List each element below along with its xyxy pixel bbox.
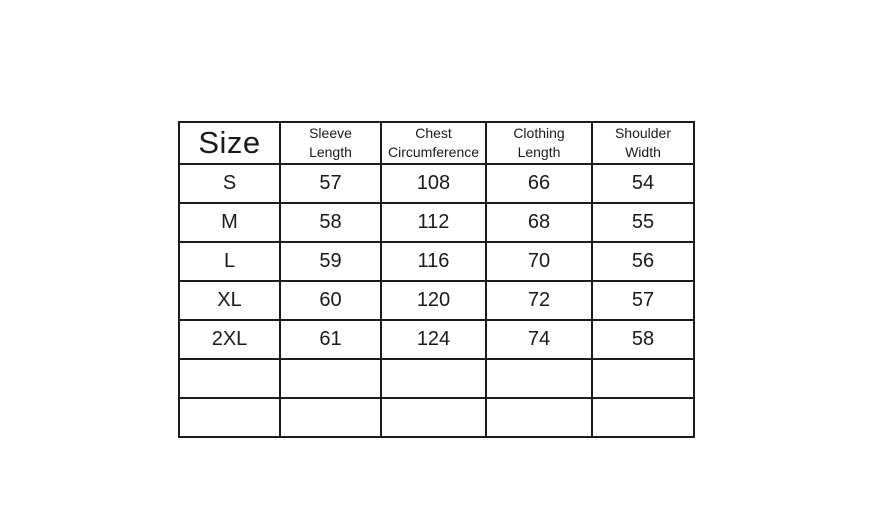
cell-clothing-length: [485, 358, 593, 399]
cell-size: M: [178, 202, 281, 243]
cell-clothing-length: 70: [485, 241, 593, 282]
cell-clothing-length: 66: [485, 163, 593, 204]
column-header-shoulder-width: Shoulder Width: [591, 121, 695, 165]
cell-shoulder-width: [591, 397, 695, 438]
table-row-l: L 59 116 70 56: [178, 241, 695, 282]
cell-clothing-length: 74: [485, 319, 593, 360]
cell-clothing-length: 68: [485, 202, 593, 243]
table-row-m: M 58 112 68 55: [178, 202, 695, 243]
cell-chest-circumference: 108: [380, 163, 487, 204]
cell-shoulder-width: 58: [591, 319, 695, 360]
cell-clothing-length: [485, 397, 593, 438]
cell-sleeve-length: 59: [279, 241, 382, 282]
column-header-size: Size: [178, 121, 281, 165]
cell-chest-circumference: 112: [380, 202, 487, 243]
cell-size: [178, 358, 281, 399]
cell-chest-circumference: 124: [380, 319, 487, 360]
table-row-empty-2: [178, 397, 695, 438]
cell-shoulder-width: 55: [591, 202, 695, 243]
cell-size: 2XL: [178, 319, 281, 360]
cell-size: L: [178, 241, 281, 282]
cell-sleeve-length: 57: [279, 163, 382, 204]
table-row-empty-1: [178, 358, 695, 399]
table-row-s: S 57 108 66 54: [178, 163, 695, 204]
cell-clothing-length: 72: [485, 280, 593, 321]
cell-chest-circumference: [380, 397, 487, 438]
cell-shoulder-width: 57: [591, 280, 695, 321]
cell-chest-circumference: 120: [380, 280, 487, 321]
size-chart-table: Size Sleeve Length Chest Circumference C…: [178, 121, 695, 438]
cell-sleeve-length: 58: [279, 202, 382, 243]
cell-chest-circumference: [380, 358, 487, 399]
cell-sleeve-length: [279, 397, 382, 438]
cell-sleeve-length: 61: [279, 319, 382, 360]
cell-chest-circumference: 116: [380, 241, 487, 282]
cell-sleeve-length: 60: [279, 280, 382, 321]
table-row-2xl: 2XL 61 124 74 58: [178, 319, 695, 360]
table-row-xl: XL 60 120 72 57: [178, 280, 695, 321]
column-header-clothing-length: Clothing Length: [485, 121, 593, 165]
column-header-sleeve-length: Sleeve Length: [279, 121, 382, 165]
table-header-row: Size Sleeve Length Chest Circumference C…: [178, 121, 695, 165]
cell-size: S: [178, 163, 281, 204]
cell-shoulder-width: 54: [591, 163, 695, 204]
cell-size: [178, 397, 281, 438]
cell-size: XL: [178, 280, 281, 321]
cell-sleeve-length: [279, 358, 382, 399]
column-header-chest-circumference: Chest Circumference: [380, 121, 487, 165]
cell-shoulder-width: [591, 358, 695, 399]
cell-shoulder-width: 56: [591, 241, 695, 282]
